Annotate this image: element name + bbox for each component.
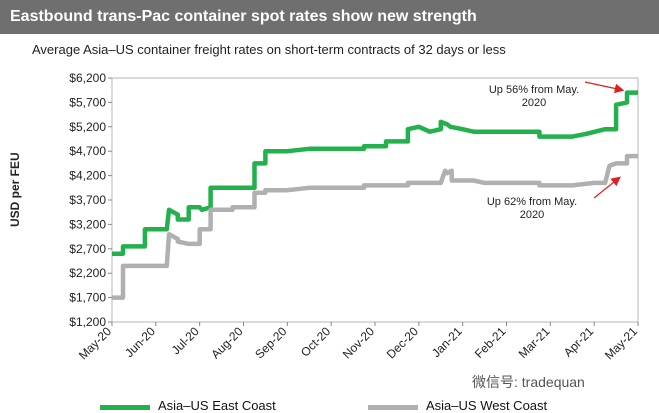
y-tick-label: $5,200 — [69, 120, 106, 134]
y-tick-label: $4,200 — [69, 169, 106, 183]
y-tick-label: $3,700 — [69, 193, 106, 207]
y-tick-label: $2,200 — [69, 266, 106, 280]
annotation-west-coast-line: Up 62% from May. — [487, 196, 577, 208]
annotation-east-coast-line: Up 56% from May. — [489, 84, 579, 96]
y-tick-label: $4,700 — [69, 144, 106, 158]
series-line-east-coast — [112, 90, 638, 256]
x-tick-label: Dec-20 — [384, 324, 421, 361]
x-tick-label: Apr-21 — [561, 324, 597, 360]
wechat-watermark: 微信号: tradequan — [472, 374, 585, 390]
chart-subtitle: Average Asia–US container freight rates … — [32, 42, 506, 57]
annotation-arrow-east-coast — [584, 81, 625, 94]
annotation-west-coast-line: 2020 — [520, 209, 544, 221]
annotation-east-coast: Up 56% from May. 2020 — [489, 84, 579, 109]
annotation-west-coast: Up 62% from May. 2020 — [487, 196, 577, 221]
x-tick-label: Jan-21 — [429, 324, 465, 360]
x-tick-label: May-21 — [602, 324, 640, 362]
x-tick-label: Nov-20 — [340, 324, 377, 361]
x-tick-label: Jul-20 — [169, 324, 202, 357]
y-tick-label: $1,700 — [69, 291, 106, 305]
x-tick-label: Oct-20 — [298, 324, 334, 360]
annotation-east-coast-line: 2020 — [522, 97, 546, 109]
y-tick-label: $3,200 — [69, 217, 106, 231]
x-tick-label: Feb-21 — [472, 324, 509, 361]
x-tick-label: Mar-21 — [516, 324, 553, 361]
x-tick-label: Jun-20 — [122, 324, 158, 360]
y-tick-label: $1,200 — [69, 315, 106, 329]
series-line-west-coast — [112, 153, 638, 300]
y-tick-label: $5,700 — [69, 95, 106, 109]
y-tick-label: $2,700 — [69, 242, 106, 256]
x-tick-label: Sep-20 — [252, 324, 289, 361]
annotation-arrow-west-coast — [593, 176, 621, 199]
x-tick-label: Aug-20 — [208, 324, 245, 361]
x-tick-label: May-20 — [76, 324, 114, 362]
chart-title: Eastbound trans-Pac container spot rates… — [0, 0, 659, 34]
y-tick-label: $6,200 — [69, 71, 106, 85]
